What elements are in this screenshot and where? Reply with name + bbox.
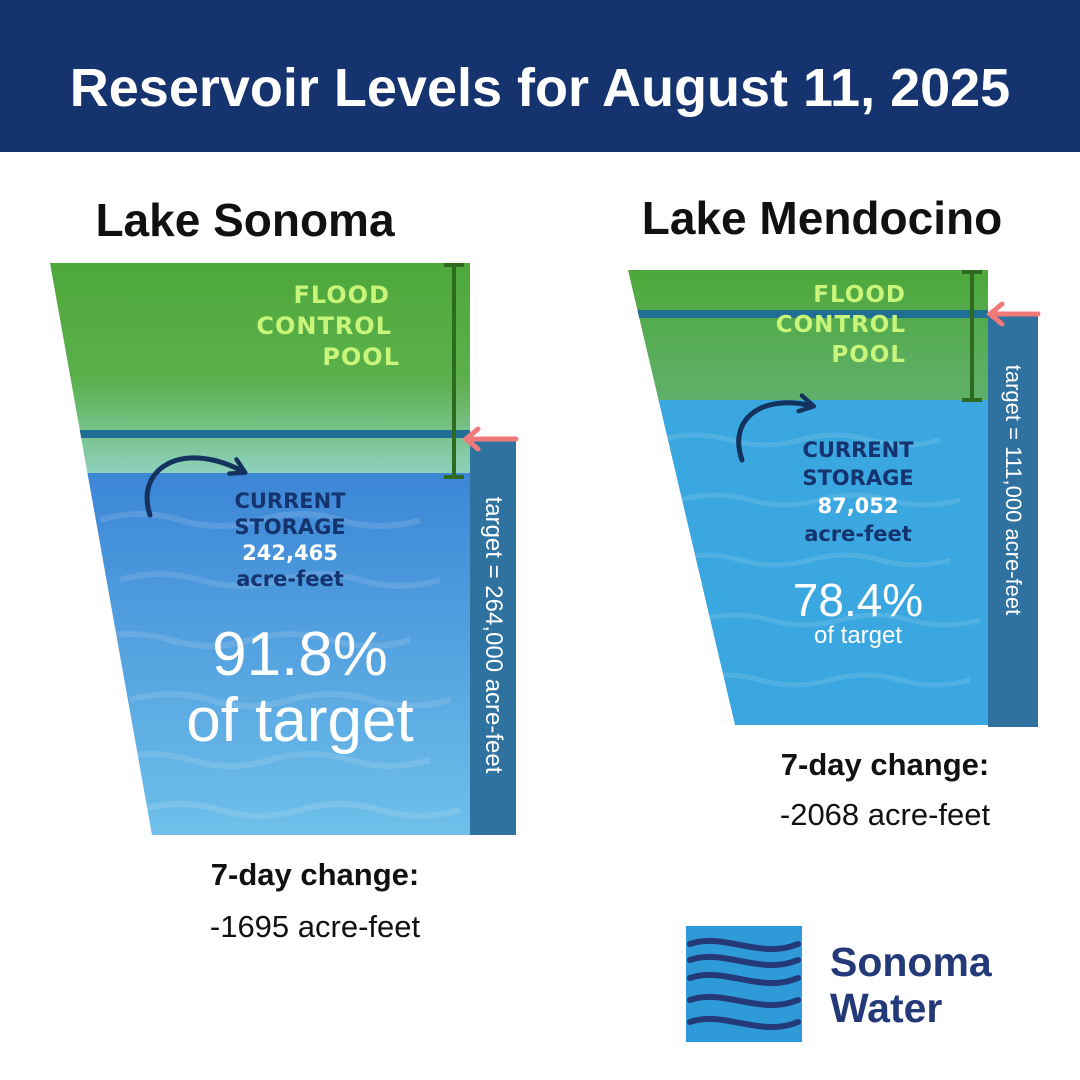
mendocino-storage-block: CURRENT STORAGE 87,052 acre-feet bbox=[758, 436, 958, 548]
mendocino-target-bar bbox=[988, 314, 1038, 727]
sonoma-change-value: -1695 acre-feet bbox=[209, 909, 421, 944]
lake-mendocino-title: Lake Mendocino bbox=[641, 192, 1003, 244]
sonoma-flood-bracket bbox=[444, 263, 464, 479]
sonoma-storage-block: CURRENT STORAGE 242,465 acre-feet bbox=[190, 488, 390, 592]
sonoma-curved-arrow-icon bbox=[144, 455, 240, 518]
mendocino-target-line bbox=[628, 310, 988, 318]
sonoma-target-label: target = 264,000 acre-feet bbox=[480, 496, 507, 774]
lake-sonoma-title: Lake Sonoma bbox=[95, 194, 395, 246]
mendocino-change-value: -2068 acre-feet bbox=[779, 797, 991, 832]
mendocino-flood-bracket bbox=[962, 270, 982, 402]
mendocino-flood-label-line2: CONTROL bbox=[775, 312, 906, 338]
mendocino-percent-value: 78.4% bbox=[792, 574, 924, 626]
sonoma-flood-pool bbox=[50, 263, 470, 475]
mendocino-storage-value: 87,052 bbox=[817, 494, 899, 518]
sonoma-percent-value: 91.8% bbox=[212, 620, 388, 689]
sonoma-storage-unit: acre-feet bbox=[236, 567, 344, 591]
header-banner: Reservoir Levels for August 11, 2025 bbox=[0, 0, 1080, 152]
mendocino-storage-unit: acre-feet bbox=[804, 522, 912, 546]
sonoma-water-logo-icon bbox=[686, 926, 802, 1042]
logo-line2: Water bbox=[830, 985, 943, 1031]
sonoma-flood-pool-label: FLOOD CONTROL POOL bbox=[200, 280, 400, 373]
sonoma-target-arrow-icon bbox=[462, 426, 519, 452]
sonoma-flood-label-line1: FLOOD bbox=[293, 281, 390, 309]
mendocino-curved-arrow-icon bbox=[736, 403, 808, 463]
mendocino-waves bbox=[659, 432, 981, 688]
mendocino-flood-pool bbox=[628, 270, 988, 402]
mendocino-target-label: target = 111,000 acre-feet bbox=[1001, 364, 1026, 616]
mendocino-flood-label-line1: FLOOD bbox=[813, 282, 906, 308]
sonoma-percent-suffix: of target bbox=[186, 686, 414, 755]
mendocino-change-label: 7-day change: bbox=[780, 747, 990, 782]
mendocino-storage-heading-1: CURRENT bbox=[802, 438, 914, 462]
page-title: Reservoir Levels for August 11, 2025 bbox=[69, 58, 1011, 118]
sonoma-waves bbox=[89, 511, 461, 819]
sonoma-target-bar bbox=[470, 437, 516, 835]
sonoma-target-line bbox=[50, 430, 470, 438]
mendocino-target-arrow-icon bbox=[986, 301, 1041, 327]
mendocino-storage-heading-2: STORAGE bbox=[802, 466, 914, 490]
sonoma-change-label: 7-day change: bbox=[210, 857, 420, 892]
sonoma-storage-heading-2: STORAGE bbox=[234, 515, 346, 539]
sonoma-storage-heading-1: CURRENT bbox=[234, 489, 346, 513]
mendocino-flood-label-line3: POOL bbox=[831, 342, 906, 368]
logo-line1: Sonoma bbox=[830, 939, 992, 985]
sonoma-storage-value: 242,465 bbox=[242, 541, 338, 565]
lake-sonoma-reservoir bbox=[50, 263, 519, 835]
sonoma-percent-block: 91.8% of target bbox=[150, 622, 450, 754]
mendocino-flood-pool-label: FLOOD CONTROL POOL bbox=[720, 280, 906, 370]
sonoma-flood-label-line3: POOL bbox=[322, 343, 400, 371]
mendocino-percent-suffix: of target bbox=[813, 622, 903, 649]
sonoma-flood-label-line2: CONTROL bbox=[256, 312, 392, 340]
